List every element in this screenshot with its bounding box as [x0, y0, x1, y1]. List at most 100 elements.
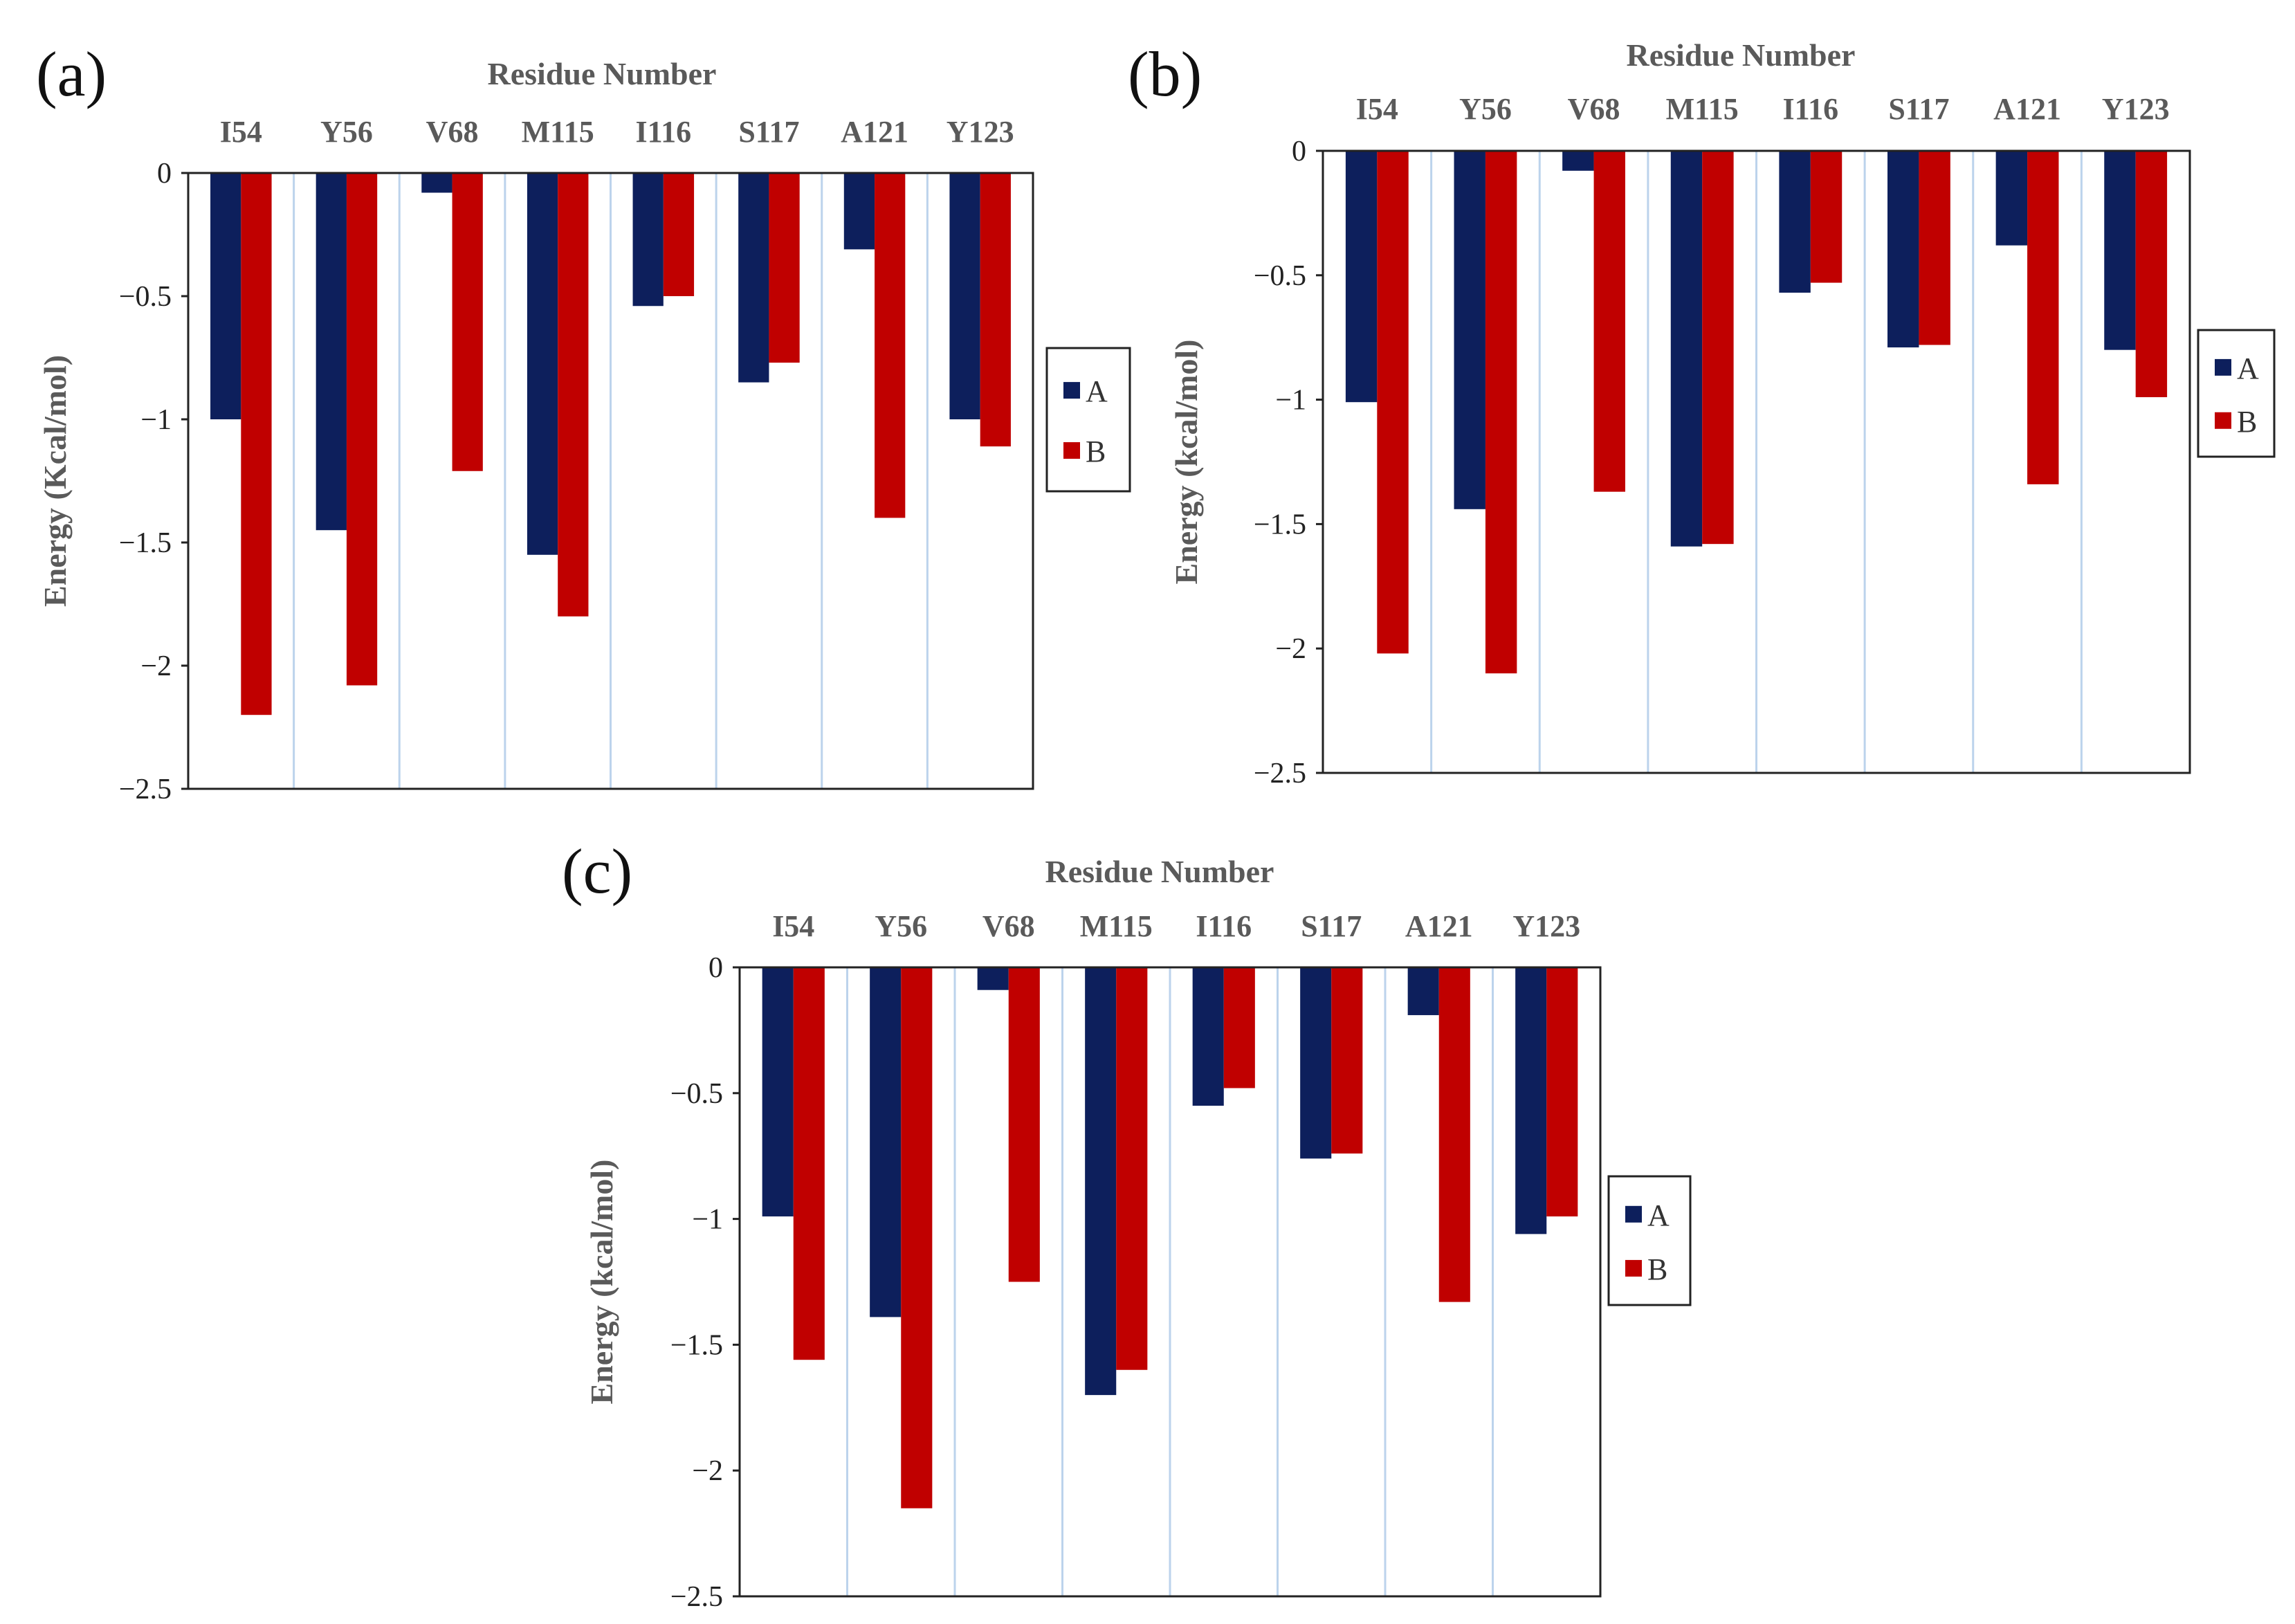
bar-B-I116: [1810, 151, 1843, 283]
bar-B-Y123: [1546, 967, 1578, 1216]
bar-A-S117: [1887, 151, 1919, 348]
panel-label: (a): [36, 39, 107, 109]
y-tick-label: −2: [140, 650, 172, 682]
category-label-M115: M115: [1666, 92, 1739, 126]
bar-B-I116: [663, 173, 695, 296]
category-label-S117: S117: [1301, 909, 1362, 943]
bar-A-Y56: [870, 967, 902, 1317]
legend-swatch-B: [1625, 1259, 1642, 1277]
bar-B-S117: [769, 173, 800, 363]
bar-A-A121: [1995, 151, 2028, 246]
bar-A-V68: [1562, 151, 1594, 171]
panel-label: (b): [1128, 39, 1202, 109]
bar-B-V68: [1593, 151, 1625, 492]
category-label-Y123: Y123: [1512, 909, 1580, 943]
bar-B-S117: [1919, 151, 1950, 345]
bar-A-I54: [210, 173, 241, 419]
y-axis-label: Energy (kcal/mol): [1169, 340, 1204, 585]
legend-swatch-A: [2215, 358, 2231, 376]
plot-frame: [738, 966, 1602, 1598]
chart-panel-2: 0 −0.5 −1 −1.5 −2 −2.5 I54 Y56 V68 M115 I116 S117 A1…: [562, 836, 1692, 1613]
y-tick-label: −2: [692, 1455, 723, 1487]
y-tick-label: −2.5: [119, 774, 172, 805]
category-label-A121: A121: [841, 115, 908, 149]
x-axis-title: Residue Number: [1045, 854, 1274, 889]
bar-B-M115: [558, 173, 589, 617]
category-label-Y123: Y123: [947, 115, 1014, 149]
bar-B-V68: [452, 173, 483, 471]
bar-A-Y56: [316, 173, 347, 531]
bar-B-A121: [1438, 967, 1470, 1302]
plot-frame: [1322, 149, 2191, 774]
y-axis-label: Energy (kcal/mol): [584, 1160, 619, 1405]
y-tick-label: −1.5: [1254, 509, 1306, 540]
bar-A-I54: [762, 967, 794, 1216]
bar-A-I116: [632, 173, 664, 307]
bar-B-I116: [1223, 967, 1255, 1088]
y-tick-label: −0.5: [119, 281, 172, 313]
category-label-V68: V68: [982, 909, 1035, 943]
bar-A-I116: [1192, 967, 1224, 1106]
bar-B-Y123: [2135, 151, 2168, 398]
legend-label-A: A: [2237, 352, 2259, 385]
y-tick-label: 0: [1292, 136, 1306, 167]
legend-box: [1607, 1175, 1692, 1306]
plot-frame: [187, 172, 1034, 790]
bar-A-Y123: [2104, 151, 2136, 350]
category-label-Y56: Y56: [1459, 92, 1512, 126]
y-tick-label: 0: [708, 952, 723, 984]
legend-box: [2197, 329, 2276, 458]
category-label-S117: S117: [738, 115, 799, 149]
y-tick-label: −0.5: [670, 1078, 723, 1110]
chart-panel-1: 0 −0.5 −1 −1.5 −2 −2.5 I54 Y56 V68 M115 I116 S117 A1…: [1128, 37, 2276, 790]
x-axis-title: Residue Number: [488, 56, 717, 91]
legend-swatch-A: [1063, 382, 1080, 399]
bar-A-S117: [738, 173, 769, 383]
legend: AB: [1607, 1175, 1692, 1306]
bar-A-Y123: [949, 173, 980, 419]
bar-B-Y56: [1485, 151, 1517, 674]
legend-label-B: B: [1086, 435, 1106, 468]
bar-B-A121: [875, 173, 906, 518]
category-label-A121: A121: [1405, 909, 1473, 943]
legend-label-B: B: [1647, 1252, 1667, 1286]
category-label-I54: I54: [1356, 92, 1398, 126]
bar-B-S117: [1331, 967, 1363, 1154]
bar-A-Y123: [1515, 967, 1547, 1234]
legend: AB: [1045, 347, 1131, 493]
category-label-I54: I54: [772, 909, 814, 943]
y-tick-label: −2.5: [1254, 758, 1306, 790]
category-label-M115: M115: [1080, 909, 1153, 943]
bar-A-S117: [1300, 967, 1332, 1159]
legend-label-B: B: [2237, 405, 2257, 439]
category-label-Y123: Y123: [2102, 92, 2170, 126]
bar-B-Y56: [901, 967, 933, 1508]
category-label-Y56: Y56: [320, 115, 373, 149]
bar-A-A121: [1407, 967, 1439, 1016]
bar-A-V68: [421, 173, 452, 193]
bar-B-M115: [1702, 151, 1734, 545]
bar-B-V68: [1008, 967, 1040, 1282]
bar-B-I54: [241, 173, 272, 715]
bar-A-V68: [977, 967, 1009, 990]
category-label-I54: I54: [220, 115, 262, 149]
legend-box: [1045, 347, 1131, 493]
category-label-I116: I116: [1196, 909, 1252, 943]
y-tick-label: −1.5: [670, 1329, 723, 1361]
bar-B-A121: [2027, 151, 2059, 484]
panel-label: (c): [562, 836, 632, 906]
bar-A-M115: [1085, 967, 1117, 1396]
y-tick-label: −1: [140, 404, 172, 436]
category-label-V68: V68: [426, 115, 479, 149]
bar-B-I54: [1377, 151, 1409, 654]
legend-label-A: A: [1647, 1198, 1670, 1232]
bar-A-A121: [843, 173, 875, 250]
y-axis-label: Energy (Kcal/mol): [37, 355, 73, 607]
y-tick-label: −1: [1275, 385, 1306, 417]
category-label-A121: A121: [1993, 92, 2061, 126]
y-tick-label: −1: [692, 1204, 723, 1236]
category-label-Y56: Y56: [875, 909, 927, 943]
x-axis-title: Residue Number: [1627, 37, 1856, 73]
y-tick-label: −1.5: [119, 527, 172, 559]
category-label-S117: S117: [1888, 92, 1949, 126]
